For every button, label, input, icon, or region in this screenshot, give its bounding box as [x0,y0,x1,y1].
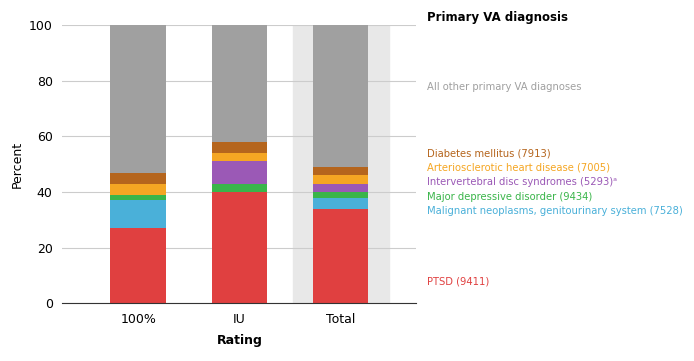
Bar [110,200,166,228]
Bar [110,228,166,303]
Bar [313,25,369,167]
Bar [110,25,166,173]
Bar [313,175,369,184]
Bar [212,192,267,303]
Text: Arteriosclerotic heart disease (7005): Arteriosclerotic heart disease (7005) [427,163,610,173]
Bar [313,184,369,192]
Text: Primary VA diagnosis: Primary VA diagnosis [427,11,568,24]
Bar [313,167,369,175]
Bar [212,184,267,192]
Text: All other primary VA diagnoses: All other primary VA diagnoses [427,82,582,92]
Bar [212,153,267,161]
Bar [212,25,267,142]
Bar [110,184,166,195]
Text: Malignant neoplasms, genitourinary system (7528): Malignant neoplasms, genitourinary syste… [427,206,683,216]
Text: PTSD (9411): PTSD (9411) [427,277,489,287]
Bar [110,173,166,184]
Bar [313,197,369,209]
Text: Intervertebral disc syndromes (5293)ᵃ: Intervertebral disc syndromes (5293)ᵃ [427,177,617,187]
Bar [110,195,166,200]
Bar [212,142,267,153]
Bar [313,209,369,303]
Bar [212,161,267,184]
Y-axis label: Percent: Percent [10,141,24,188]
Bar [313,192,369,197]
Text: Diabetes mellitus (7913): Diabetes mellitus (7913) [427,148,550,158]
Text: Major depressive disorder (9434): Major depressive disorder (9434) [427,192,592,202]
X-axis label: Rating: Rating [217,334,262,347]
Bar [292,25,389,303]
